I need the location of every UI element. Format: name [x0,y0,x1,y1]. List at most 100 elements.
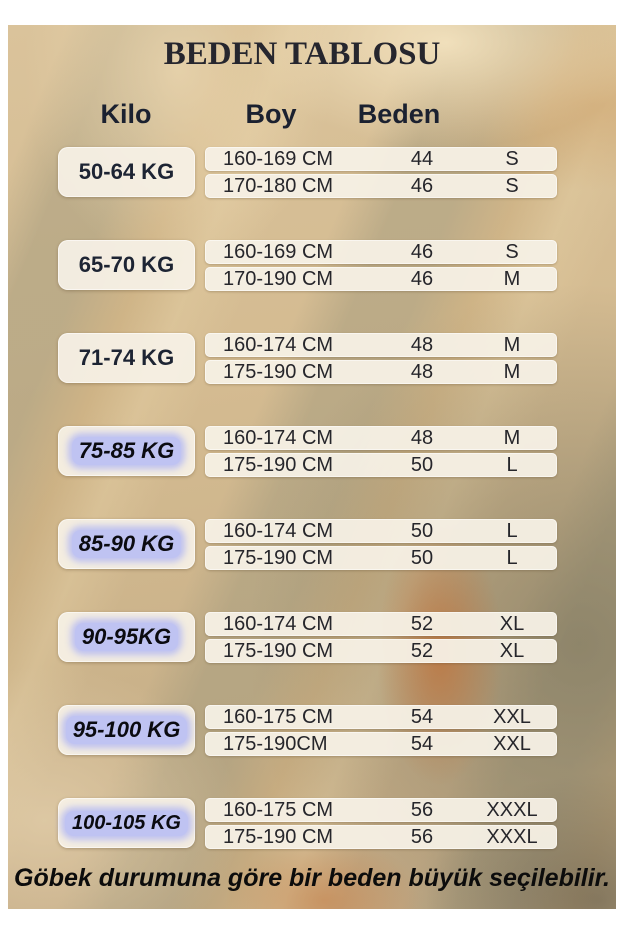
group-rows: 160-175 CM 54 XXL 175-190CM 54 XXL [205,705,557,759]
size-letter: M [503,268,521,290]
size-number: 56 [410,826,434,848]
table-row: 160-174 CM 48 M [205,333,557,357]
column-header-boy: Boy [245,99,297,129]
table-row: 160-169 CM 44 S [205,147,557,171]
size-number: 52 [410,640,434,662]
table-row: 170-180 CM 46 S [205,174,557,198]
height-range: 175-190 CM [223,454,334,476]
table-row: 160-174 CM 52 XL [205,612,557,636]
kilo-box: 95-100 KG [58,705,195,755]
height-range: 170-190 CM [223,268,334,290]
kilo-label: 50-64 KG [78,159,175,184]
kilo-box: 100-105 KG [58,798,195,848]
height-range: 175-190 CM [223,361,334,383]
size-letter: L [506,454,518,476]
size-letter: XL [499,640,525,662]
kilo-box: 65-70 KG [58,240,195,290]
group-rows: 160-174 CM 52 XL 175-190 CM 52 XL [205,612,557,666]
height-range: 160-169 CM [223,241,334,263]
kilo-label-highlighted: 100-105 KG [65,810,188,836]
column-header-kilo: Kilo [100,99,152,129]
table-row: 160-169 CM 46 S [205,240,557,264]
height-range: 175-190 CM [223,547,334,569]
size-group-71-74: 71-74 KG 160-174 CM 48 M 175-190 CM 48 M [58,333,557,384]
kilo-label-highlighted: 75-85 KG [71,437,182,465]
height-range: 160-174 CM [223,520,334,542]
size-letter: XXL [493,706,531,728]
size-number: 50 [410,547,434,569]
kilo-label: 71-74 KG [78,345,175,370]
height-range: 160-174 CM [223,427,334,449]
size-letter: XXXL [486,826,538,848]
size-group-95-100: 95-100 KG 160-175 CM 54 XXL 175-190CM 54… [58,705,557,756]
table-row: 160-175 CM 54 XXL [205,705,557,729]
size-number: 50 [410,454,434,476]
size-group-85-90: 85-90 KG 160-174 CM 50 L 175-190 CM 50 L [58,519,557,570]
kilo-label-highlighted: 95-100 KG [65,716,188,744]
size-letter: XL [499,613,525,635]
size-number: 50 [410,520,434,542]
column-header-beden: Beden [357,99,441,129]
table-row: 160-174 CM 50 L [205,519,557,543]
table-row: 175-190 CM 56 XXXL [205,825,557,849]
size-letter: M [503,427,521,449]
size-letter: M [503,334,521,356]
size-letter: S [505,241,519,263]
size-letter: L [506,520,518,542]
kilo-box: 75-85 KG [58,426,195,476]
group-rows: 160-174 CM 50 L 175-190 CM 50 L [205,519,557,573]
height-range: 175-190 CM [223,826,334,848]
table-row: 175-190 CM 48 M [205,360,557,384]
height-range: 160-174 CM [223,613,334,635]
size-letter: S [505,175,519,197]
size-number: 46 [410,175,434,197]
size-number: 48 [410,361,434,383]
table-row: 175-190CM 54 XXL [205,732,557,756]
table-row: 160-175 CM 56 XXXL [205,798,557,822]
size-letter: XXXL [486,799,538,821]
belly-size-note: Göbek durumuna göre bir beden büyük seçi… [14,864,610,892]
group-rows: 160-175 CM 56 XXXL 175-190 CM 56 XXXL [205,798,557,852]
table-row: 170-190 CM 46 M [205,267,557,291]
height-range: 170-180 CM [223,175,334,197]
table-row: 175-190 CM 50 L [205,453,557,477]
height-range: 160-175 CM [223,799,334,821]
size-number: 46 [410,241,434,263]
group-rows: 160-174 CM 48 M 175-190 CM 50 L [205,426,557,480]
size-letter: M [503,361,521,383]
page-title: BEDEN TABLOSU [163,36,441,72]
height-range: 160-174 CM [223,334,334,356]
kilo-box: 90-95KG [58,612,195,662]
height-range: 175-190 CM [223,640,334,662]
height-range: 160-175 CM [223,706,334,728]
size-number: 52 [410,613,434,635]
table-row: 160-174 CM 48 M [205,426,557,450]
group-rows: 160-169 CM 44 S 170-180 CM 46 S [205,147,557,201]
kilo-label-highlighted: 85-90 KG [71,530,182,558]
size-group-65-70: 65-70 KG 160-169 CM 46 S 170-190 CM 46 M [58,240,557,291]
size-number: 54 [410,733,434,755]
kilo-box: 71-74 KG [58,333,195,383]
height-range: 175-190CM [223,733,328,755]
height-range: 160-169 CM [223,148,334,170]
kilo-box: 85-90 KG [58,519,195,569]
table-row: 175-190 CM 52 XL [205,639,557,663]
group-rows: 160-169 CM 46 S 170-190 CM 46 M [205,240,557,294]
kilo-label-highlighted: 90-95KG [74,623,179,651]
size-letter: S [505,148,519,170]
size-group-100-105: 100-105 KG 160-175 CM 56 XXXL 175-190 CM… [58,798,557,849]
group-rows: 160-174 CM 48 M 175-190 CM 48 M [205,333,557,387]
size-group-90-95: 90-95KG 160-174 CM 52 XL 175-190 CM 52 X… [58,612,557,663]
size-number: 56 [410,799,434,821]
size-number: 46 [410,268,434,290]
kilo-label: 65-70 KG [78,252,175,277]
kilo-box: 50-64 KG [58,147,195,197]
table-row: 175-190 CM 50 L [205,546,557,570]
size-number: 44 [410,148,434,170]
size-number: 54 [410,706,434,728]
size-group-75-85: 75-85 KG 160-174 CM 48 M 175-190 CM 50 L [58,426,557,477]
size-letter: L [506,547,518,569]
size-number: 48 [410,427,434,449]
size-letter: XXL [493,733,531,755]
